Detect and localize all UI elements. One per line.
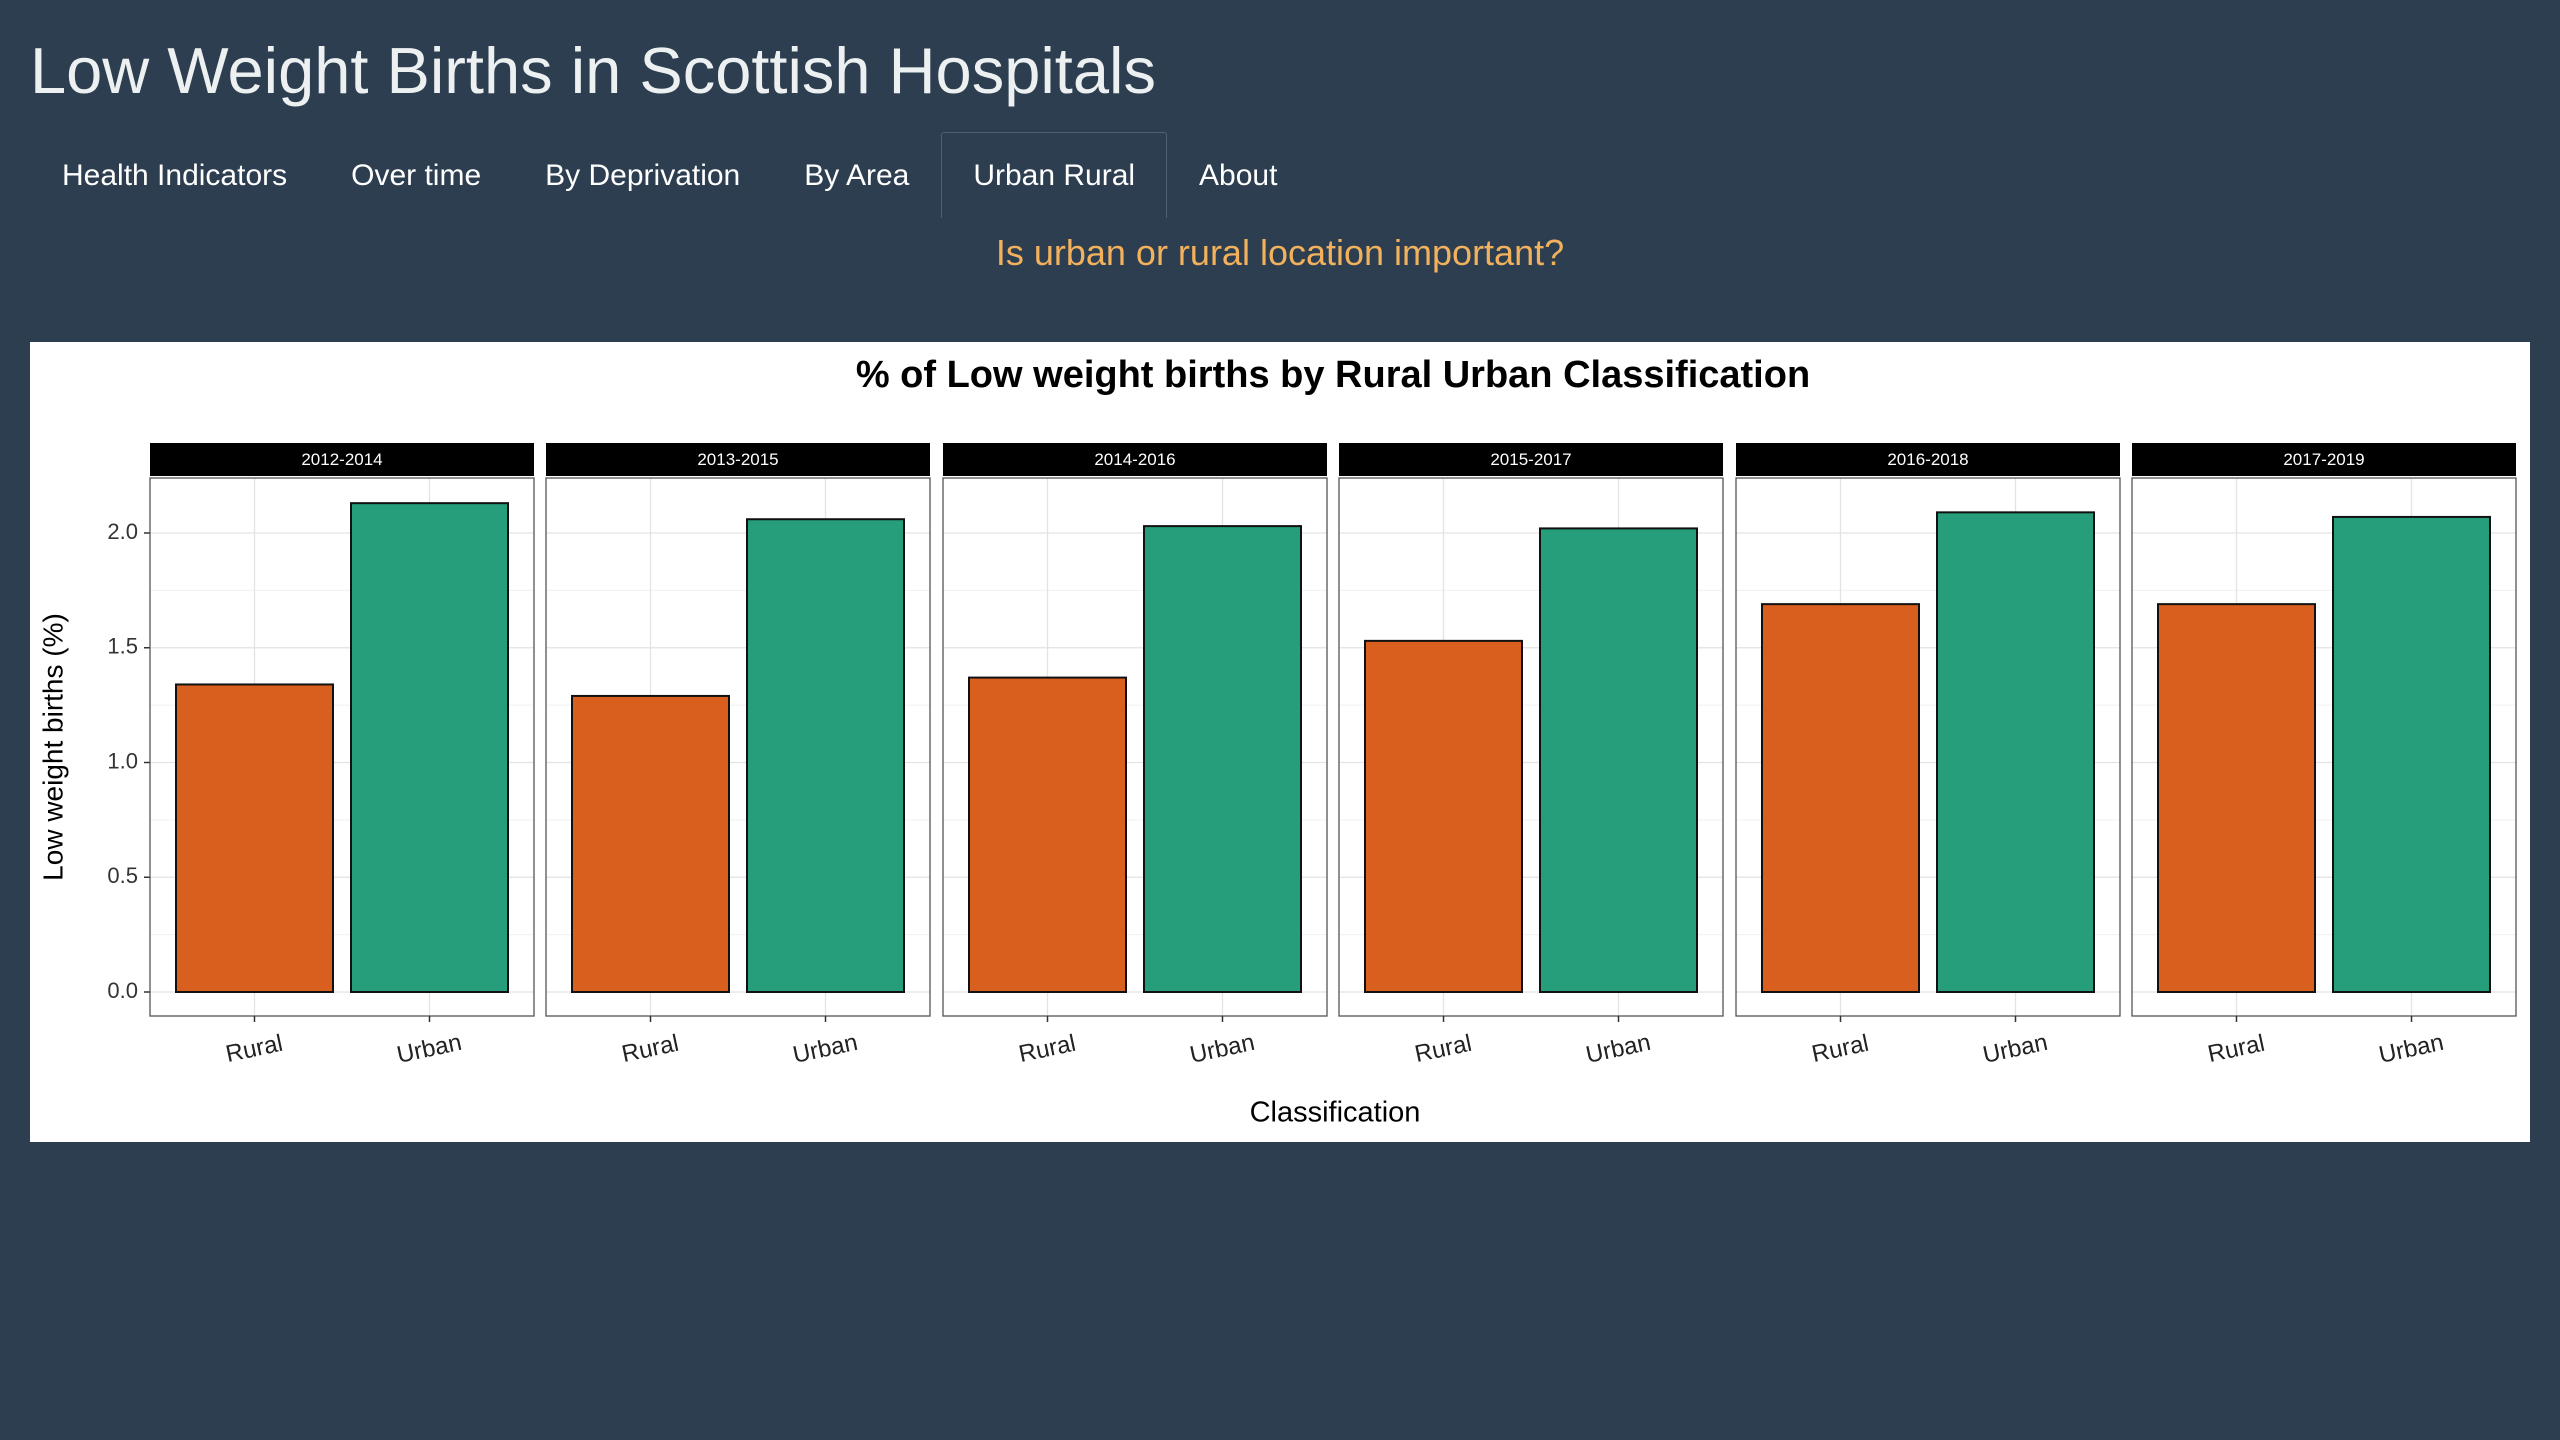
tab-over-time[interactable]: Over time bbox=[351, 158, 482, 192]
bar-rural bbox=[175, 683, 334, 993]
facet-strip-label: 2016-2018 bbox=[1887, 450, 1968, 469]
facet-panel-border bbox=[1735, 477, 2121, 1017]
facet-strip bbox=[1339, 443, 1723, 476]
tab-about[interactable]: About bbox=[1199, 158, 1278, 192]
x-tick-label: Rural bbox=[2205, 1030, 2267, 1068]
facet-2014-2016: 2014-2016 Rural Urban bbox=[942, 443, 1328, 1069]
x-axis-label: Classification bbox=[1250, 1097, 1421, 1129]
x-tick-label: Urban bbox=[1187, 1029, 1257, 1069]
bar-urban bbox=[350, 502, 509, 993]
facet-panel-border bbox=[942, 477, 1328, 1017]
x-tick-label: Urban bbox=[790, 1029, 860, 1069]
x-tick-label: Urban bbox=[2376, 1029, 2446, 1069]
facet-strip-label: 2017-2019 bbox=[2283, 450, 2364, 469]
tab-urban-rural[interactable]: Urban Rural bbox=[941, 132, 1168, 218]
y-tick-label: 0.5 bbox=[107, 863, 138, 888]
facet-panel-border bbox=[1338, 477, 1724, 1017]
facet-2017-2019: 2017-2019 Rural Urban bbox=[2131, 443, 2517, 1069]
facet-panel-border bbox=[149, 477, 535, 1017]
nav-tabs: Health Indicators Over time By Deprivati… bbox=[30, 132, 1309, 218]
x-tick-label: Rural bbox=[1809, 1030, 1871, 1068]
bar-urban bbox=[1936, 511, 2095, 993]
bar-rural bbox=[968, 676, 1127, 993]
x-tick-label: Urban bbox=[1980, 1029, 2050, 1069]
facet-strip bbox=[2132, 443, 2516, 476]
bar-rural bbox=[1761, 603, 1920, 993]
bar-urban bbox=[1143, 525, 1302, 994]
facet-2013-2015: 2013-2015 Rural Urban bbox=[545, 443, 931, 1069]
x-tick-label: Rural bbox=[619, 1030, 681, 1068]
tab-by-area[interactable]: By Area bbox=[804, 158, 910, 192]
facet-strip-label: 2014-2016 bbox=[1094, 450, 1175, 469]
app-title: Low Weight Births in Scottish Hospitals bbox=[30, 34, 1156, 107]
bar-rural bbox=[571, 694, 730, 993]
facet-strip bbox=[943, 443, 1327, 476]
facet-panel-border bbox=[2131, 477, 2517, 1017]
facet-strip-label: 2013-2015 bbox=[697, 450, 778, 469]
x-tick-label: Rural bbox=[1412, 1030, 1474, 1068]
chart-title: % of Low weight births by Rural Urban Cl… bbox=[856, 354, 1810, 396]
bar-urban bbox=[1539, 527, 1698, 993]
facet-2012-2014: 2012-2014 Rural Urban bbox=[149, 443, 535, 1069]
facet-strip bbox=[1736, 443, 2120, 476]
y-tick-label: 1.5 bbox=[107, 634, 138, 659]
y-tick-label: 0.0 bbox=[107, 978, 138, 1003]
x-tick-label: Urban bbox=[1583, 1029, 1653, 1069]
bar-rural bbox=[2157, 603, 2316, 993]
x-tick-label: Rural bbox=[223, 1030, 285, 1068]
facet-2016-2018: 2016-2018 Rural Urban bbox=[1735, 443, 2121, 1069]
facet-panel-border bbox=[545, 477, 931, 1017]
tab-health-indicators[interactable]: Health Indicators bbox=[62, 158, 288, 192]
facet-strip-label: 2015-2017 bbox=[1490, 450, 1571, 469]
y-tick-label: 1.0 bbox=[107, 748, 138, 773]
bar-urban bbox=[746, 518, 905, 993]
facet-strip bbox=[150, 443, 534, 476]
x-tick-label: Urban bbox=[394, 1029, 464, 1069]
facet-strip bbox=[546, 443, 930, 476]
facet-strip-label: 2012-2014 bbox=[301, 450, 382, 469]
y-tick-label: 2.0 bbox=[107, 519, 138, 544]
plot-panel: % of Low weight births by Rural Urban Cl… bbox=[30, 342, 2530, 1142]
bar-rural bbox=[1364, 639, 1523, 993]
bar-urban bbox=[2332, 515, 2491, 993]
facet-2015-2017: 2015-2017 Rural Urban bbox=[1338, 443, 1724, 1069]
x-tick-label: Rural bbox=[1016, 1030, 1078, 1068]
rural-urban-chart: % of Low weight births by Rural Urban Cl… bbox=[37, 354, 2517, 1129]
tab-by-deprivation[interactable]: By Deprivation bbox=[545, 158, 741, 192]
y-axis-label: Low weight births (%) bbox=[37, 613, 68, 881]
section-heading: Is urban or rural location important? bbox=[995, 232, 1565, 273]
